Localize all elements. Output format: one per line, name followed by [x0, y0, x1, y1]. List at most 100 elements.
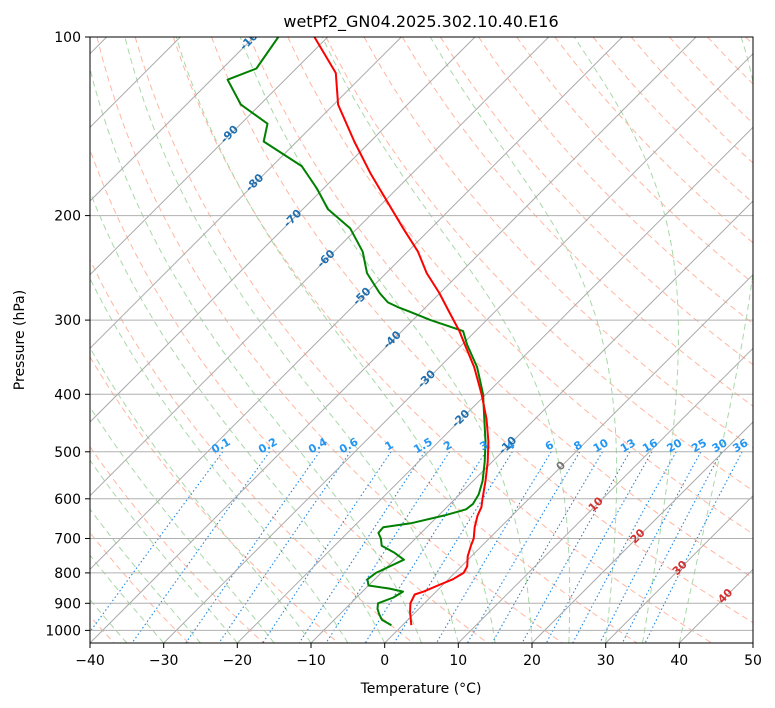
mixing-ratio-line — [325, 451, 451, 643]
isotherm-line — [90, 37, 697, 643]
moist-adiabat — [90, 277, 349, 643]
y-tick-label: 700 — [54, 532, 81, 548]
mixing-ratio-label: 0.6 — [337, 435, 361, 456]
isotherm-line — [310, 200, 753, 643]
mixing-ratio-label: 16 — [640, 436, 660, 455]
moist-adiabat — [429, 37, 618, 643]
x-axis: −40 −30 −20 −10 0 10 20 30 40 50 — [75, 643, 762, 669]
isotherm-line — [90, 37, 476, 423]
dry-adiabat — [287, 37, 753, 535]
isotherm-line — [384, 273, 753, 643]
mixing-ratio-label: 1 — [383, 438, 396, 453]
isotherm-line — [678, 568, 753, 643]
y-tick-label: 600 — [54, 492, 81, 508]
dry-adiabat — [478, 37, 753, 325]
moist-adiabat — [90, 66, 422, 643]
dry-adiabat — [707, 37, 753, 85]
moist-adiabat — [175, 37, 496, 643]
mixing-ratio-line — [599, 451, 702, 643]
moist-adiabat — [90, 346, 312, 643]
moist-adiabat — [90, 459, 238, 643]
y-tick-label: 500 — [54, 445, 81, 461]
dry-adiabat — [172, 37, 713, 643]
dry-adiabat — [554, 37, 753, 244]
pressure-gridlines — [90, 37, 753, 631]
mixing-ratio-line — [131, 451, 271, 643]
mixing-ratio-label: 25 — [689, 436, 709, 455]
y-tick-label: 900 — [54, 596, 81, 612]
x-tick-label: −30 — [149, 653, 179, 669]
mixing-ratio-label: 8 — [571, 438, 584, 453]
mixing-ratio-line — [364, 451, 487, 643]
y-tick-label: 1000 — [45, 623, 81, 639]
isotherm-label: -100 — [237, 24, 266, 53]
y-tick-label: 200 — [54, 209, 81, 225]
theta-label: 20 — [628, 526, 648, 546]
dry-adiabat — [401, 37, 753, 407]
mixing-ratio-line — [262, 451, 392, 643]
isotherm-label: -70 — [281, 207, 304, 230]
moist-adiabat — [90, 554, 165, 643]
mixing-ratio-label: 30 — [710, 436, 730, 455]
series-layer — [226, 37, 490, 627]
mixing-ratio-line — [644, 451, 743, 643]
dry-adiabat — [745, 37, 753, 46]
mixing-ratio-line — [572, 451, 677, 643]
dry-adiabat — [211, 37, 753, 624]
isotherm-label: -60 — [314, 247, 337, 270]
isotherm-label: 0 — [554, 458, 569, 473]
mixing-ratio-label: 13 — [618, 436, 638, 455]
y-tick-label: 300 — [54, 313, 81, 329]
mixing-ratio-line — [521, 451, 631, 643]
mixing-ratio-line — [185, 451, 321, 643]
y-axis-label: Pressure (hPa) — [12, 290, 28, 390]
isotherm-line — [752, 642, 753, 643]
x-tick-label: 30 — [597, 653, 615, 669]
y-tick-label: 100 — [54, 30, 81, 46]
x-tick-label: −40 — [75, 653, 105, 669]
moist-adiabat — [90, 406, 275, 643]
mixing-ratio-label: 2 — [441, 438, 454, 453]
dry-adiabat — [439, 37, 753, 366]
moist-adiabat — [678, 37, 753, 643]
isotherm-line — [531, 421, 753, 643]
isotherm-label: -20 — [449, 407, 472, 430]
moist-adiabat — [239, 37, 533, 643]
isotherm-label: -90 — [218, 122, 241, 145]
temperature-line — [313, 37, 490, 626]
dry-adiabat — [669, 37, 753, 125]
x-tick-label: −10 — [296, 653, 326, 669]
plot-frame — [89, 36, 754, 644]
isotherm-label: -80 — [243, 171, 266, 194]
moist-adiabat — [90, 598, 128, 643]
moist-adiabat — [124, 37, 459, 643]
mixing-ratio-line — [90, 451, 224, 633]
mixing-ratio-label: 0.1 — [209, 435, 232, 456]
isotherm-line — [605, 494, 753, 643]
dry-adiabat — [325, 37, 753, 492]
mixing-ratio-line — [393, 451, 513, 643]
isotherm-line — [90, 37, 550, 497]
mixing-ratio-line — [298, 451, 426, 643]
y-tick-label: 400 — [54, 387, 81, 403]
isotherm-line — [90, 37, 402, 350]
isotherm-label: -40 — [381, 328, 404, 351]
x-tick-label: 20 — [523, 653, 541, 669]
dry-adiabat — [90, 258, 414, 643]
dewpoint-line — [226, 37, 487, 627]
dry-adiabat — [249, 37, 753, 579]
mixing-ratio-label: 36 — [730, 436, 750, 455]
x-tick-label: 50 — [744, 653, 762, 669]
moist-adiabat — [90, 508, 201, 643]
mixing-ratio-label: 10 — [591, 436, 611, 455]
theta-label: 30 — [670, 558, 690, 578]
isotherm-line — [457, 347, 753, 643]
line-labels: 0.1 0.2 0.4 0.6 1 1.5 2 3 4 6 8 10 13 16 20 25 30 36-100-… — [209, 24, 750, 606]
mixing-ratio-label: 1.5 — [411, 435, 434, 456]
dry-adiabat — [363, 37, 753, 449]
y-axis: 1000 900 800 700 600 500 400 300 200 100 — [45, 30, 90, 639]
mixing-ratio-label: 0.4 — [306, 435, 330, 456]
isotherm-line — [236, 126, 753, 643]
isotherm-label: -30 — [415, 367, 438, 390]
